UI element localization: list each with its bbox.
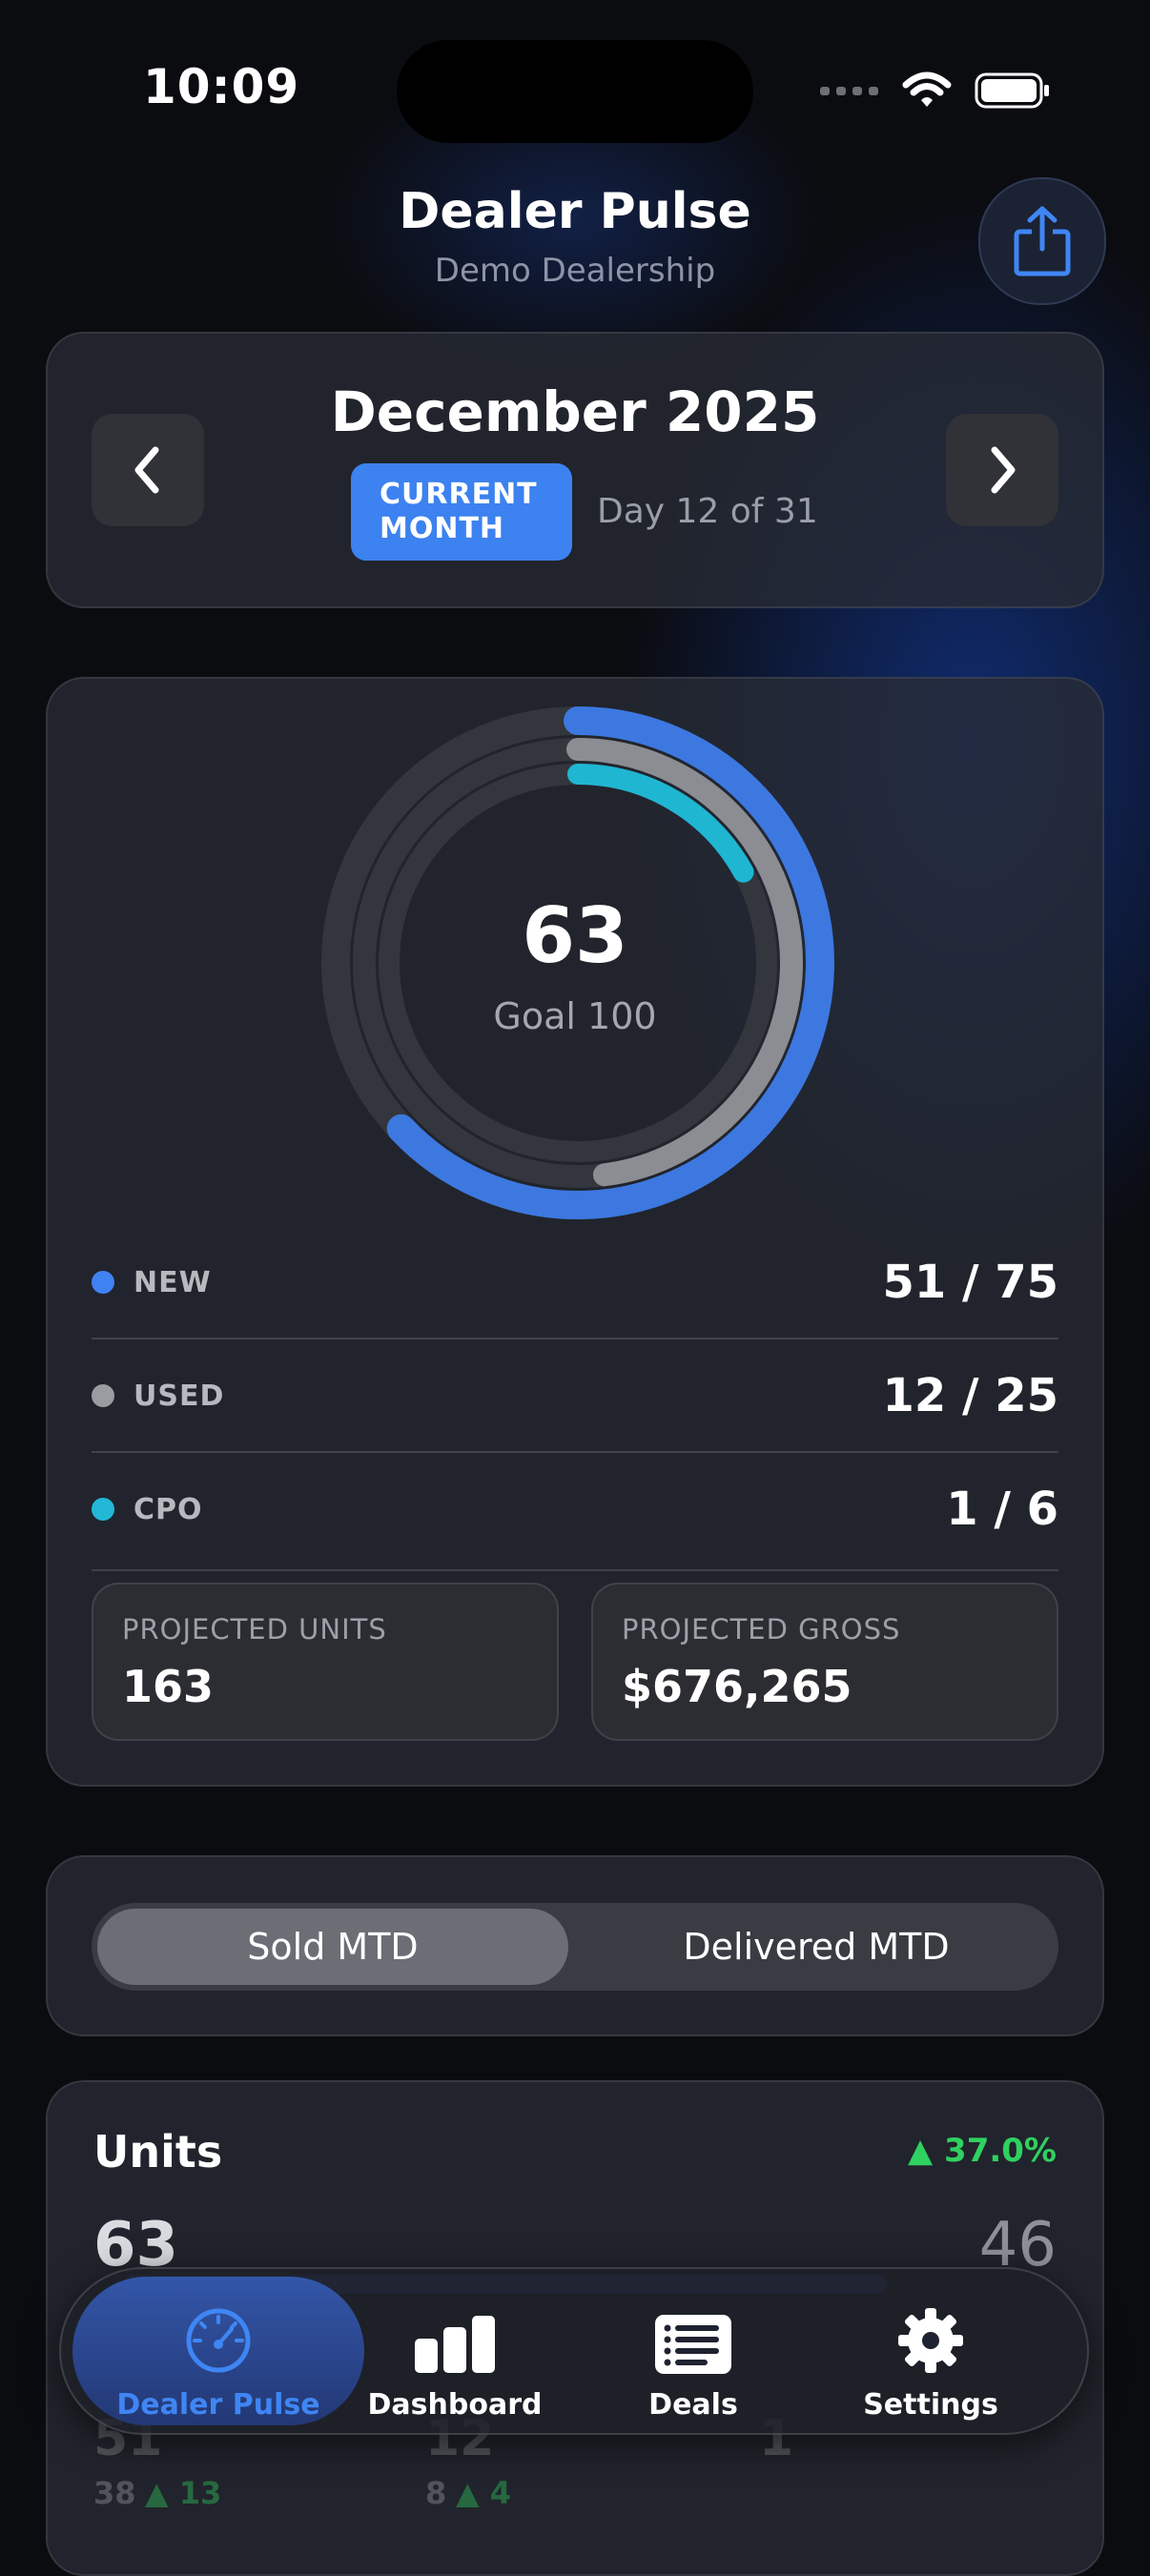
cellular-signal-icon [820, 87, 878, 95]
total-units-value: 63 [522, 891, 628, 980]
used-dot [92, 1384, 114, 1407]
divider [92, 1569, 1058, 1571]
segment-delivered-mtd[interactable]: Delivered MTD [683, 1926, 950, 1968]
wifi-icon [902, 72, 952, 107]
divider [92, 1451, 1058, 1453]
legend-label-used: USED [133, 1379, 225, 1413]
dealership-name: Demo Dealership [434, 252, 716, 290]
badge-line-1: CURRENT [380, 478, 538, 511]
bar-chart-icon [415, 2316, 495, 2373]
tab-dealer-pulse[interactable]: Dealer Pulse [72, 2288, 364, 2422]
chevron-right-icon [991, 446, 1016, 494]
dynamic-island [397, 40, 753, 143]
pulse-rings [321, 706, 834, 1219]
share-icon [1014, 206, 1071, 276]
status-time: 10:09 [143, 59, 300, 114]
tab-deals[interactable]: Deals [603, 2288, 784, 2422]
tab-label-deals: Deals [648, 2388, 738, 2422]
legend-row-used: USED 12 / 25 [92, 1339, 1058, 1452]
projected-units-box: PROJECTED UNITS 163 [92, 1583, 559, 1741]
projected-gross-label: PROJECTED GROSS [622, 1613, 901, 1646]
projected-units-label: PROJECTED UNITS [122, 1613, 387, 1646]
chevron-left-icon [134, 446, 159, 494]
month-selector-card [46, 332, 1104, 608]
day-progress-text: Day 12 of 31 [597, 492, 818, 531]
legend-label-cpo: CPO [133, 1492, 203, 1526]
legend-value-used: 12 / 25 [882, 1369, 1058, 1422]
gear-icon [898, 2308, 963, 2373]
units-change: ▲ 37.0% [908, 2132, 1057, 2170]
projected-gross-value: $676,265 [622, 1661, 852, 1712]
battery-icon [975, 72, 1049, 109]
projected-units-value: 163 [122, 1661, 215, 1712]
tab-settings[interactable]: Settings [835, 2288, 1026, 2422]
new-dot [92, 1271, 114, 1294]
tab-active-indicator [72, 2277, 364, 2425]
previous-month-button[interactable] [92, 414, 204, 526]
tab-label-dealer-pulse: Dealer Pulse [116, 2388, 320, 2422]
share-button[interactable] [978, 177, 1106, 305]
legend-label-new: NEW [133, 1265, 212, 1299]
cpo-progress-ring [379, 764, 777, 1162]
goal-text: Goal 100 [493, 995, 657, 1037]
list-icon [655, 2315, 731, 2374]
legend-value-cpo: 1 / 6 [946, 1482, 1058, 1536]
units-used-change: ▲ 4 [456, 2475, 512, 2511]
projected-gross-box: PROJECTED GROSS $676,265 [591, 1583, 1058, 1741]
legend-value-new: 51 / 75 [882, 1256, 1058, 1309]
legend-row-new: NEW 51 / 75 [92, 1226, 1058, 1339]
units-new-previous: 38 [93, 2475, 136, 2511]
cpo-dot [92, 1498, 114, 1521]
tab-label-dashboard: Dashboard [367, 2388, 543, 2422]
segment-sold-mtd[interactable]: Sold MTD [247, 1926, 419, 1968]
badge-line-2: MONTH [380, 512, 505, 545]
current-month-badge: CURRENT MONTH [351, 463, 572, 561]
units-title: Units [93, 2126, 223, 2177]
segment-selected-indicator [97, 1909, 568, 1985]
tab-label-settings: Settings [863, 2388, 998, 2422]
divider [92, 1338, 1058, 1339]
legend-row-cpo: CPO 1 / 6 [92, 1453, 1058, 1565]
total-progress-ring [321, 706, 834, 1219]
app-title: Dealer Pulse [399, 183, 751, 240]
used-progress-ring [353, 738, 803, 1188]
units-used-previous: 8 [425, 2475, 447, 2511]
speedometer-icon [186, 2308, 251, 2373]
tab-dashboard[interactable]: Dashboard [364, 2288, 545, 2422]
month-title: December 2025 [330, 379, 820, 444]
units-new-change: ▲ 13 [145, 2475, 222, 2511]
status-icons [820, 67, 1051, 114]
next-month-button[interactable] [946, 414, 1058, 526]
